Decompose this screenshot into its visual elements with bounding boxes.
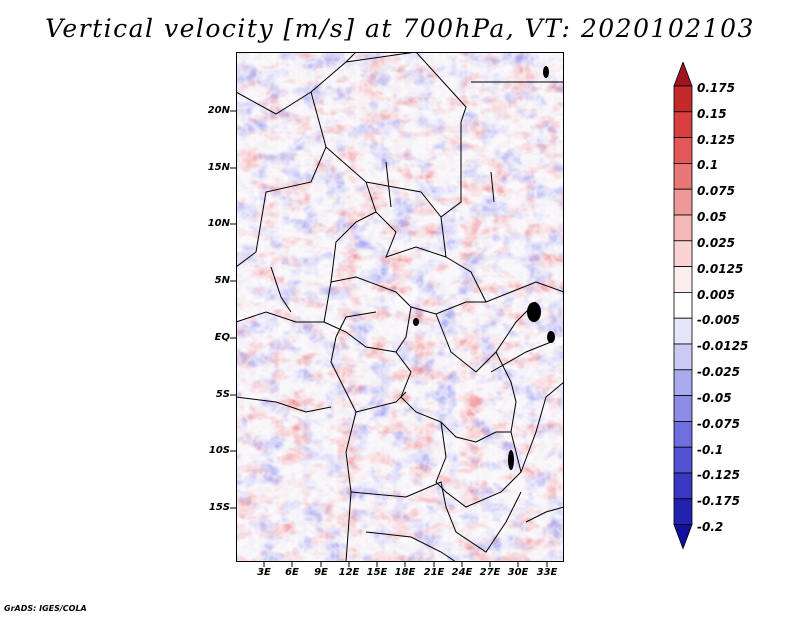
colorbar-segment: [673, 111, 693, 138]
colorbar-label: 0.1: [697, 158, 719, 172]
lat-label: 5N: [214, 275, 230, 286]
colorbar-segment: [673, 85, 693, 113]
lat-label: 15N: [207, 162, 230, 173]
lon-label: 27E: [479, 567, 501, 578]
lon-label: 3E: [257, 567, 271, 578]
colorbar-label: -0.1: [697, 443, 724, 457]
colorbar-segment: [673, 62, 693, 87]
colorbar-label: 0.005: [697, 288, 735, 302]
colorbar-segment: [673, 188, 693, 216]
lat-label: 10N: [207, 218, 230, 229]
lat-label: 10S: [208, 445, 230, 456]
colorbar-label: -0.05: [697, 391, 732, 405]
colorbar: [673, 62, 693, 550]
lon-label: 9E: [314, 567, 328, 578]
colorbar-label: -0.025: [697, 365, 740, 379]
lon-label: 30E: [507, 567, 529, 578]
velocity-field: [236, 52, 564, 562]
colorbar-segment: [673, 266, 693, 293]
colorbar-label: -0.175: [697, 494, 740, 508]
colorbar-label: -0.0125: [697, 339, 749, 353]
colorbar-segment: [673, 343, 693, 371]
lon-label: 15E: [366, 567, 388, 578]
colorbar-segment: [673, 214, 693, 242]
colorbar-label: 0.075: [697, 184, 735, 198]
colorbar-label: 0.025: [697, 236, 735, 250]
axis-ticks: [230, 110, 548, 567]
colorbar-label: 0.15: [697, 107, 727, 121]
lon-label: 21E: [423, 567, 445, 578]
colorbar-segment: [673, 240, 693, 268]
colorbar-label: 0.175: [697, 81, 735, 95]
colorbar-segment: [673, 317, 693, 345]
colorbar-segment: [673, 472, 693, 500]
lon-label: 33E: [536, 567, 558, 578]
colorbar-segment: [673, 395, 693, 422]
lon-label: 24E: [451, 567, 473, 578]
colorbar-label: -0.2: [697, 520, 724, 534]
colorbar-segment: [673, 446, 693, 474]
colorbar-segment: [673, 524, 693, 550]
colorbar-label: 0.05: [697, 210, 727, 224]
lon-label: 18E: [394, 567, 416, 578]
colorbar-segment: [673, 163, 693, 190]
velocity-map: [236, 52, 564, 562]
lat-label: EQ: [214, 332, 230, 343]
colorbar-segment: [673, 369, 693, 396]
colorbar-label: -0.005: [697, 313, 740, 327]
colorbar-segment: [673, 291, 693, 319]
plot-title: Vertical velocity [m/s] at 700hPa, VT: 2…: [45, 14, 755, 43]
colorbar-label: 0.0125: [697, 262, 744, 276]
colorbar-label: -0.125: [697, 468, 740, 482]
grads-credit: GrADS: IGES/COLA: [4, 604, 87, 613]
lon-label: 6E: [285, 567, 299, 578]
colorbar-segment: [673, 137, 693, 164]
colorbar-segment: [673, 420, 693, 448]
lon-label: 12E: [338, 567, 360, 578]
colorbar-segment: [673, 498, 693, 525]
lat-label: 15S: [208, 502, 230, 513]
lat-label: 5S: [215, 389, 230, 400]
colorbar-label: 0.125: [697, 133, 735, 147]
lat-label: 20N: [207, 105, 230, 116]
colorbar-label: -0.075: [697, 417, 740, 431]
